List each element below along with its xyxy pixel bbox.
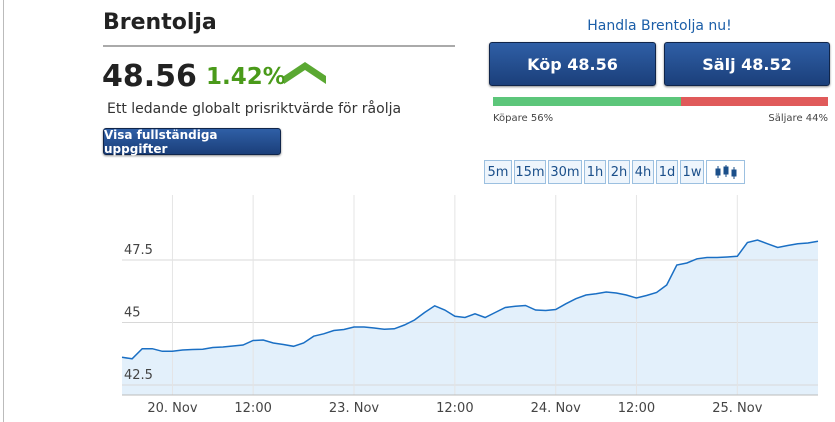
sentiment-bar [493, 97, 828, 106]
y-tick-label: 45 [124, 306, 141, 321]
buyers-share [493, 97, 681, 106]
sellers-label: Säljare 44% [768, 113, 828, 124]
y-tick-label: 47.5 [124, 243, 153, 258]
title-rule [103, 45, 455, 47]
up-icon [284, 62, 326, 84]
x-tick-label: 20. Nov [147, 401, 197, 416]
change: 1.42% [206, 64, 286, 90]
x-tick-label: 12:00 [436, 401, 473, 416]
price-line [121, 239, 819, 360]
details-button[interactable]: Visa fullständiga uppgifter [103, 128, 281, 156]
timeframe-button[interactable]: 5m [484, 160, 512, 184]
title: Brentolja [103, 10, 217, 35]
candle-icon [715, 165, 736, 179]
sellers-share [680, 97, 828, 106]
timeframe-button[interactable]: 1w [680, 160, 704, 184]
price: 48.56 [102, 59, 197, 94]
timeframe-button[interactable]: 1h [584, 160, 606, 184]
y-tick-label: 42.5 [124, 368, 153, 383]
sell-button[interactable]: Sälj 48.52 [664, 42, 830, 86]
left-border [3, 0, 4, 422]
buyers-label: Köpare 56% [493, 113, 554, 124]
chart: 42.5 45 47.5 20. Nov 12:00 23. Nov 12:00 24. No… [121, 195, 819, 416]
trade-heading: Handla Brentolja nu! [587, 18, 732, 34]
x-tick-label: 23. Nov [329, 401, 379, 416]
timeframe-button[interactable]: 4h [632, 160, 654, 184]
area [122, 240, 818, 395]
x-tick-label: 24. Nov [531, 401, 581, 416]
x-tick-label: 12:00 [234, 401, 271, 416]
timeframe-button[interactable]: 15m [514, 160, 546, 184]
buy-button[interactable]: Köp 48.56 [489, 42, 656, 86]
candle-button[interactable] [706, 160, 745, 184]
timeframe-button[interactable]: 1d [656, 160, 678, 184]
timeframe-button[interactable]: 2h [608, 160, 630, 184]
x-tick-label: 12:00 [618, 401, 655, 416]
timeframe-button[interactable]: 30m [548, 160, 582, 184]
description: Ett ledande globalt prisriktvärde för rå… [107, 101, 402, 117]
x-tick-label: 25. Nov [712, 401, 762, 416]
